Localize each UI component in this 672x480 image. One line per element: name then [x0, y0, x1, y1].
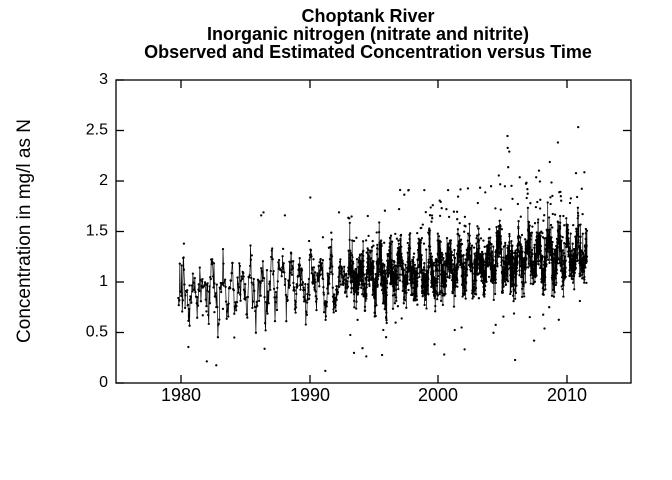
svg-text:1.5: 1.5: [86, 223, 108, 240]
svg-text:1: 1: [99, 273, 108, 290]
svg-text:2.5: 2.5: [86, 122, 108, 139]
svg-text:Concentration in mg/l as N: Concentration in mg/l as N: [14, 119, 35, 343]
svg-text:2010: 2010: [547, 385, 587, 405]
svg-text:3: 3: [99, 71, 108, 88]
svg-text:2: 2: [99, 172, 108, 189]
svg-text:Choptank River: Choptank River: [301, 6, 434, 26]
svg-text:0.5: 0.5: [86, 324, 108, 341]
svg-text:1980: 1980: [161, 385, 201, 405]
svg-text:Inorganic nitrogen (nitrate an: Inorganic nitrogen (nitrate and nitrite): [207, 24, 529, 44]
svg-text:1990: 1990: [290, 385, 330, 405]
svg-text:2000: 2000: [418, 385, 458, 405]
svg-text:0: 0: [99, 374, 108, 391]
svg-text:Observed and Estimated Concent: Observed and Estimated Concentration ver…: [144, 42, 592, 62]
